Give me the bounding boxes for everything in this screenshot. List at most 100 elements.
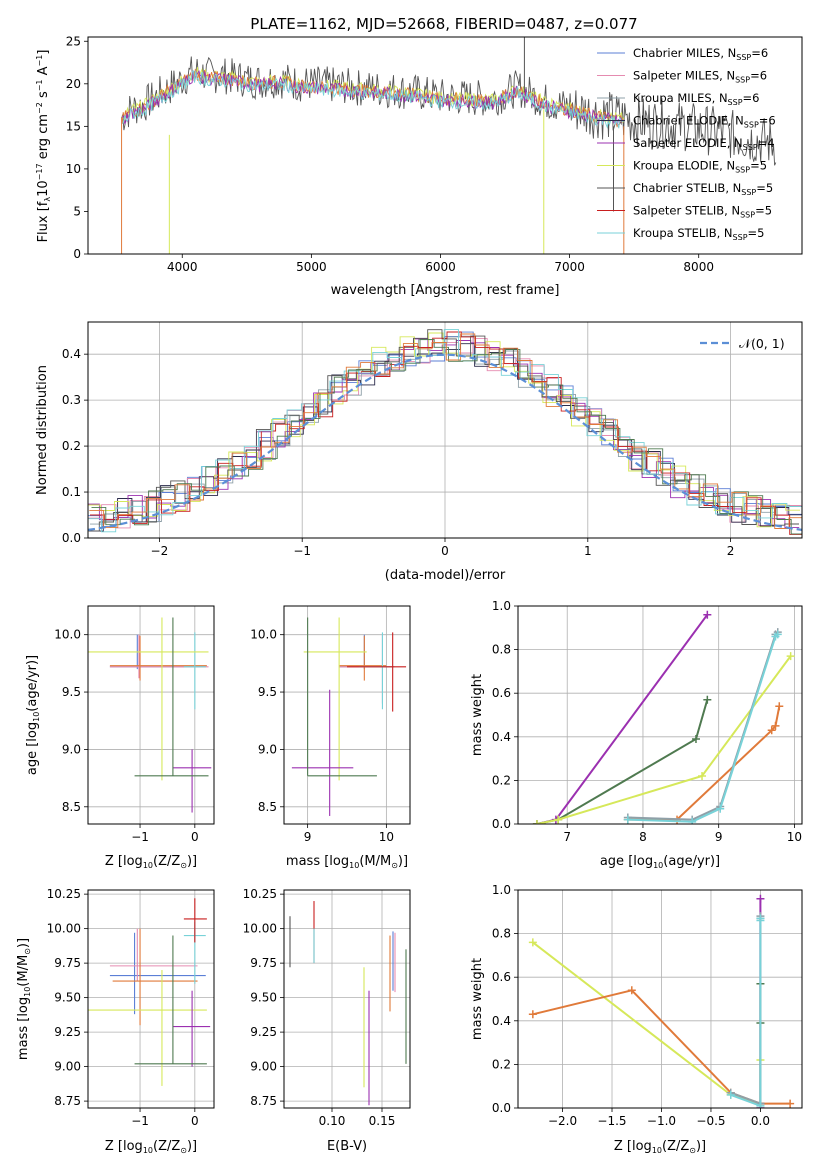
legend-label: 𝒩(0, 1)	[739, 336, 785, 351]
y-axis-label: Normed distribution	[35, 365, 50, 495]
x-axis-label: Z [log10(Z/Z⊙)]	[105, 854, 197, 870]
plot-area	[291, 617, 407, 816]
y-tick-label: 0	[73, 247, 81, 261]
x-tick-label: 10	[787, 830, 802, 844]
series-marker	[528, 938, 537, 947]
plot-area	[88, 329, 802, 535]
plot-area	[289, 901, 407, 1106]
series-line	[532, 941, 762, 1105]
y-tick-label: 20	[66, 77, 81, 91]
series-marker	[716, 804, 725, 813]
mass-weight-vs-metallicity-panel: −2.0 −1.5 −1.0 −0.5 0.0 0.0 0.2 0.4 0.6 0.8 1.0 Z […	[470, 883, 803, 1155]
series-marker	[775, 702, 784, 711]
plot-area	[121, 37, 777, 254]
series-marker	[528, 1010, 537, 1019]
x-axis-label: Z [log10(Z/Z⊙)]	[614, 1139, 706, 1155]
legend-label: Chabrier MILES, NSSP=6	[633, 46, 768, 62]
y-tick-label: 10.00	[47, 922, 81, 936]
plot-area	[88, 617, 212, 813]
x-tick-label: 8	[639, 830, 647, 844]
y-tick-label: 5	[73, 204, 81, 218]
x-tick-label: −1	[131, 830, 149, 844]
x-tick-label: 0.10	[319, 1114, 346, 1128]
y-tick-label: 8.75	[250, 1094, 277, 1108]
x-tick-label: 9	[304, 830, 312, 844]
series-marker	[786, 1099, 795, 1108]
series-marker	[703, 695, 712, 704]
y-tick-label: 0.2	[492, 773, 511, 787]
plot-area	[528, 894, 795, 1108]
series-marker	[767, 726, 776, 735]
y-tick-label: 0.8	[492, 643, 511, 657]
y-tick-label: 9.00	[250, 1060, 277, 1074]
histogram-steps	[88, 329, 799, 532]
x-tick-label: 0.0	[751, 1114, 770, 1128]
legend-label: Salpeter ELODIE, NSSP=4	[633, 136, 775, 152]
histogram-steps	[90, 331, 802, 535]
series-line	[730, 916, 762, 1106]
y-tick-label: 9.0	[258, 742, 277, 756]
series-marker	[698, 772, 707, 781]
series-line	[627, 633, 779, 823]
plot-area	[88, 898, 211, 1086]
series-marker	[532, 820, 541, 824]
x-tick-label: −1.0	[647, 1114, 676, 1128]
y-tick-label: 9.00	[54, 1060, 81, 1074]
legend-label: Chabrier ELODIE, NSSP=6	[633, 114, 776, 130]
mass-vs-metallicity-panel: −1 0 8.75 9.00 9.25 9.50 9.75 10.00 10.25 Z [log1…	[16, 887, 215, 1155]
x-tick-label: 7	[563, 830, 571, 844]
y-tick-label: 15	[66, 119, 81, 133]
y-tick-label: 0.3	[62, 393, 81, 407]
axes-frame	[517, 889, 803, 1109]
legend-label: Salpeter STELIB, NSSP=5	[633, 204, 772, 220]
y-axis-label: mass weight	[470, 674, 485, 756]
x-axis-label: wavelength [Angstrom, rest frame]	[331, 283, 560, 298]
y-tick-label: 8.5	[62, 800, 81, 814]
x-axis-label: Z [log10(Z/Z⊙)]	[105, 1139, 197, 1155]
series-marker	[627, 986, 636, 995]
series-line	[536, 699, 709, 824]
axes-frame	[87, 36, 803, 255]
legend-label: Kroupa STELIB, NSSP=5	[633, 226, 764, 242]
y-tick-label: 8.5	[258, 800, 277, 814]
age-vs-metallicity-panel: −1 0 8.5 9.0 9.5 10.0 Z [log10(Z/Z⊙)] age [log1…	[25, 605, 215, 870]
y-tick-label: 10.25	[47, 887, 81, 901]
y-tick-label: 9.50	[250, 991, 277, 1005]
series-marker	[554, 815, 563, 824]
x-tick-label: 2	[727, 544, 735, 558]
series-line	[536, 614, 709, 824]
gaussian-curve	[88, 353, 802, 531]
y-tick-label: 0.8	[492, 927, 511, 941]
y-tick-label: 0.1	[62, 485, 81, 499]
axes-frame	[283, 605, 411, 825]
series-marker	[688, 817, 697, 824]
y-tick-label: 9.75	[54, 956, 81, 970]
y-tick-label: 9.5	[62, 685, 81, 699]
x-tick-label: 0	[191, 1114, 199, 1128]
mass-vs-ebv-panel: 0.10 0.15 8.75 9.00 9.25 9.50 9.75 10.00 10.25 E(…	[243, 887, 411, 1154]
y-tick-label: 1.0	[492, 883, 511, 897]
y-tick-label: 10.0	[250, 628, 277, 642]
y-axis-label: Flux [fλ10−17 erg cm−2 s−1 A−1]	[35, 50, 52, 243]
x-tick-label: −1	[293, 544, 311, 558]
figure-title: PLATE=1162, MJD=52668, FIBERID=0487, z=0…	[250, 15, 637, 33]
y-axis-label: mass weight	[470, 958, 485, 1040]
y-tick-label: 9.50	[54, 991, 81, 1005]
x-tick-label: 5000	[296, 260, 327, 274]
series-marker	[691, 734, 700, 743]
series-marker	[756, 1101, 765, 1108]
series-line	[730, 918, 762, 1108]
x-tick-label: 8000	[683, 260, 714, 274]
y-tick-label: 9.5	[258, 685, 277, 699]
x-tick-label: 1	[584, 544, 592, 558]
y-tick-label: 10.00	[243, 922, 277, 936]
x-tick-label: −1	[131, 1114, 149, 1128]
y-axis-label: age [log10(age/yr)]	[25, 655, 41, 775]
y-tick-label: 0.0	[492, 1101, 511, 1115]
y-tick-label: 0.2	[62, 439, 81, 453]
histogram-steps	[89, 333, 802, 529]
y-tick-label: 10.0	[54, 628, 81, 642]
x-tick-label: 7000	[554, 260, 585, 274]
series-line	[536, 655, 792, 824]
plot-area	[532, 610, 795, 824]
